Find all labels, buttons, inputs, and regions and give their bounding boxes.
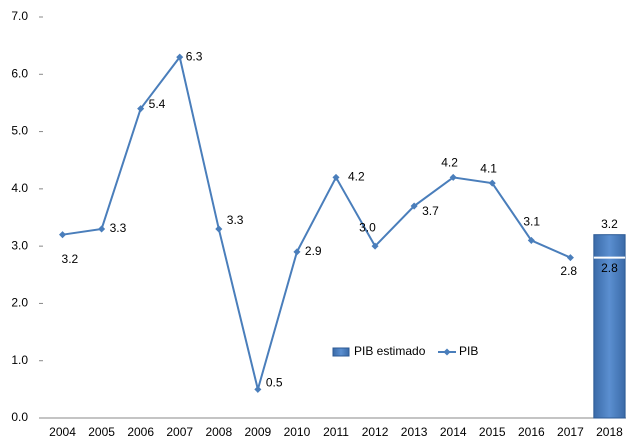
data-label: 4.2	[441, 156, 458, 170]
marker	[137, 105, 145, 113]
y-tick-label: 0.0	[11, 410, 28, 424]
data-label: 5.4	[149, 97, 166, 111]
bar-label: 3.2	[601, 217, 618, 231]
x-tick-label: 2016	[518, 425, 545, 439]
marker	[371, 242, 379, 250]
x-tick-label: 2018	[596, 425, 623, 439]
y-tick-label: 5.0	[11, 124, 28, 138]
x-tick-label: 2004	[49, 425, 76, 439]
marker	[566, 254, 574, 262]
y-tick-label: 3.0	[11, 238, 28, 252]
marker	[410, 202, 418, 210]
x-tick-label: 2009	[245, 425, 272, 439]
x-tick-label: 2014	[440, 425, 467, 439]
x-tick-label: 2011	[323, 425, 349, 439]
x-tick-label: 2006	[127, 425, 154, 439]
y-tick-label: 7.0	[11, 9, 28, 23]
marker	[293, 248, 301, 256]
y-tick-label: 2.0	[11, 296, 28, 310]
legend-marker	[443, 348, 451, 356]
line	[62, 54, 571, 394]
marker	[215, 225, 223, 233]
data-label: 2.8	[560, 264, 577, 278]
marker	[527, 236, 535, 244]
data-label: 2.9	[305, 244, 322, 258]
data-label: 4.2	[348, 170, 365, 184]
marker	[449, 173, 457, 181]
x-tick-label: 2012	[362, 425, 389, 439]
marker	[98, 225, 106, 233]
x-tick-label: 2005	[88, 425, 115, 439]
marker	[332, 173, 340, 181]
x-tick-label: 2008	[205, 425, 232, 439]
lower-label: 2.8	[601, 261, 618, 275]
y-tick-label: 1.0	[11, 353, 28, 367]
y-tick-label: 6.0	[11, 66, 28, 80]
data-label: 3.2	[62, 252, 79, 266]
data-label: 3.3	[227, 213, 244, 227]
marker	[176, 53, 184, 61]
data-label: 3.3	[110, 221, 127, 235]
legend-label: PIB estimado	[354, 344, 426, 358]
marker	[488, 179, 496, 187]
x-tick-label: 2010	[284, 425, 311, 439]
data-label: 4.1	[480, 161, 497, 175]
data-label: 0.5	[266, 376, 283, 390]
marker	[254, 385, 262, 393]
y-tick-label: 4.0	[11, 181, 28, 195]
data-label: 6.3	[186, 49, 203, 63]
marker	[58, 231, 67, 239]
x-tick-label: 2015	[479, 425, 506, 439]
data-label: 3.7	[422, 204, 439, 218]
x-tick-label: 2007	[166, 425, 193, 439]
x-tick-label: 2017	[557, 425, 584, 439]
data-label: 3.0	[359, 220, 376, 234]
data-label: 3.1	[523, 215, 540, 229]
legend-label: PIB	[459, 344, 478, 358]
x-tick-label: 2013	[401, 425, 428, 439]
bar	[593, 234, 626, 419]
legend-swatch	[332, 347, 350, 357]
